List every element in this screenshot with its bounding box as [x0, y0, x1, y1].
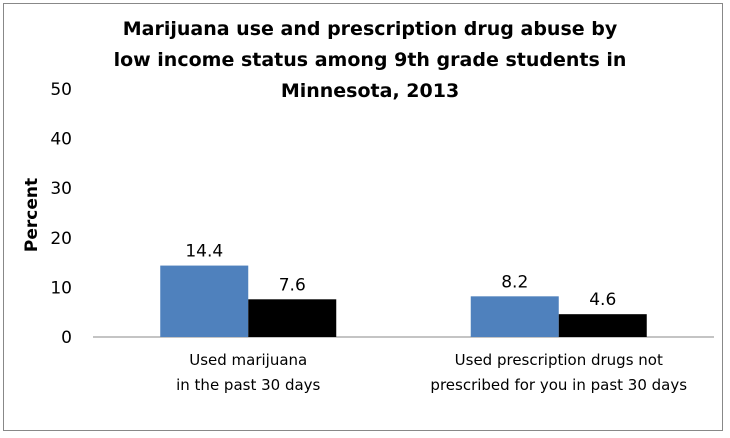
bar: [160, 265, 249, 337]
y-tick-label: 30: [50, 179, 72, 199]
y-tick-label: 50: [50, 80, 72, 100]
bars: [160, 265, 647, 337]
chart-frame: [3, 3, 723, 431]
x-category-label: Used prescription drugs not: [455, 351, 663, 369]
bar: [558, 314, 647, 337]
data-labels: 14.4 7.6 8.2 4.6: [185, 242, 616, 311]
axes: 0 10 20 30 40 50 Used marijuana in the past 30 …: [50, 80, 714, 394]
y-tick-label: 20: [50, 229, 72, 249]
bar: [470, 296, 559, 337]
x-category-label: in the past 30 days: [176, 376, 320, 394]
bar-value-label: 4.6: [589, 290, 616, 310]
y-tick-label: 40: [50, 130, 72, 150]
bar-value-label: 14.4: [185, 242, 223, 262]
bar-value-label: 8.2: [501, 272, 528, 292]
x-category-label: Used marijuana: [189, 351, 307, 369]
bar-value-label: 7.6: [279, 275, 306, 295]
x-category-label: prescribed for you in past 30 days: [430, 376, 687, 394]
chart-title: Marijuana use and prescription drug abus…: [113, 18, 627, 102]
y-tick-label: 10: [50, 278, 72, 298]
y-tick-label: 0: [61, 328, 72, 348]
bar: [248, 299, 337, 337]
y-axis-label: Percent: [22, 178, 42, 252]
